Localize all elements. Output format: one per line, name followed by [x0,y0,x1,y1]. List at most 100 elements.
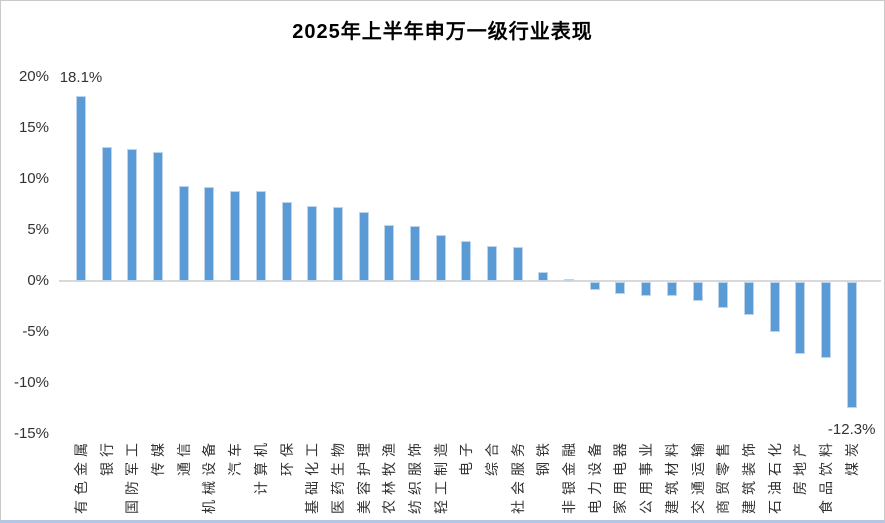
bar [127,149,138,281]
y-tick-label: -5% [22,323,49,341]
bar [615,282,626,295]
category-label: 建筑装饰 [736,438,762,520]
category-label-text: 有色金属 [73,438,89,514]
y-tick-label: 5% [27,220,49,238]
bar [255,191,266,281]
category-label: 美容护理 [351,438,377,520]
category-label-text: 农林牧渔 [381,438,398,514]
bar [230,191,241,281]
category-label-text: 石油石化 [766,438,783,514]
category-label-text: 传媒 [150,438,167,476]
category-label-text: 电子 [458,438,475,476]
category-label-text: 非银金融 [561,438,578,514]
category-label-text: 机械设备 [201,438,218,514]
category-label-text: 医药生物 [329,438,346,514]
y-tick-label: 0% [27,272,49,289]
category-label: 石油石化 [762,438,788,520]
bar [487,246,498,281]
bar [846,282,857,408]
bar [178,185,189,281]
bar [153,152,164,281]
bar [718,282,729,308]
category-label: 公用事业 [633,438,659,520]
data-label: -12.3% [827,420,876,438]
category-label: 建筑材料 [659,438,685,520]
category-label-text: 食品饮料 [818,438,834,514]
category-label: 传媒 [145,438,171,520]
category-label-text: 综合 [484,438,501,476]
category-label: 交通运输 [685,438,711,520]
category-label-text: 美容护理 [355,438,372,514]
bar [641,282,652,297]
data-label: 18.1% [59,69,103,87]
y-tick-label: 20% [18,67,49,85]
bar [384,224,395,281]
category-label: 有色金属 [68,438,94,520]
category-label-text: 纺织服饰 [406,438,423,514]
category-label: 纺织服饰 [402,438,428,520]
category-label: 综合 [479,438,505,520]
bar [307,206,318,281]
y-tick-label: -10% [13,374,49,392]
bar [358,211,369,281]
bar [769,282,780,333]
bar [692,282,703,302]
category-label: 基础化工 [299,438,325,520]
bar [204,187,215,281]
category-label-text: 钢铁 [535,438,552,476]
category-label: 社会服务 [505,438,531,520]
category-label-text: 交通运输 [689,438,706,514]
category-label: 农林牧渔 [376,438,402,520]
bar [409,225,420,281]
category-label-text: 社会服务 [509,438,526,514]
category-label-text: 电力设备 [586,438,603,514]
bar [512,247,523,281]
bar [743,282,754,315]
category-label: 银行 [94,438,120,520]
category-label: 轻工制造 [428,438,454,520]
category-label-text: 商贸零售 [715,438,732,514]
category-label-text: 建筑装饰 [740,438,757,514]
bar [795,282,806,354]
category-label: 钢铁 [530,438,556,520]
chart-title: 2025年上半年申万一级行业表现 [292,21,593,43]
category-label-text: 轻工制造 [432,438,449,514]
category-label-text: 汽车 [227,438,244,476]
category-label: 非银金融 [556,438,582,520]
category-label-text: 建筑材料 [663,438,680,514]
bar [76,96,86,281]
category-label-text: 煤炭 [843,438,860,476]
category-label: 医药生物 [325,438,351,520]
bar [538,271,549,281]
category-label-text: 银行 [98,438,115,476]
category-label: 电子 [453,438,479,520]
category-label: 计算机 [248,438,274,520]
category-label-text: 家用电器 [612,438,629,514]
category-label: 煤炭 [839,438,865,520]
category-label: 电力设备 [582,438,608,520]
y-tick-label: -15% [13,425,49,443]
bar [589,282,600,291]
category-label: 食品饮料 [813,438,839,520]
category-label-text: 计算机 [252,438,269,495]
zero-axis-line [59,280,881,282]
category-label-text: 房地产 [792,438,809,495]
category-label: 汽车 [222,438,248,520]
category-label-text: 公用事业 [638,438,655,514]
bar [564,278,575,281]
category-label: 房地产 [787,438,813,520]
category-label-text: 基础化工 [304,438,321,514]
bar [101,147,112,281]
category-label-text: 国防军工 [124,438,141,514]
bar [821,282,831,358]
category-label-text: 通信 [175,438,192,476]
category-label-text: 环保 [278,438,295,476]
category-label: 国防军工 [119,438,145,520]
y-tick-label: 10% [18,169,49,187]
y-tick-label: 15% [18,118,49,136]
bar [461,241,472,281]
category-label: 环保 [274,438,300,520]
bar [281,202,292,281]
bar [332,207,343,281]
